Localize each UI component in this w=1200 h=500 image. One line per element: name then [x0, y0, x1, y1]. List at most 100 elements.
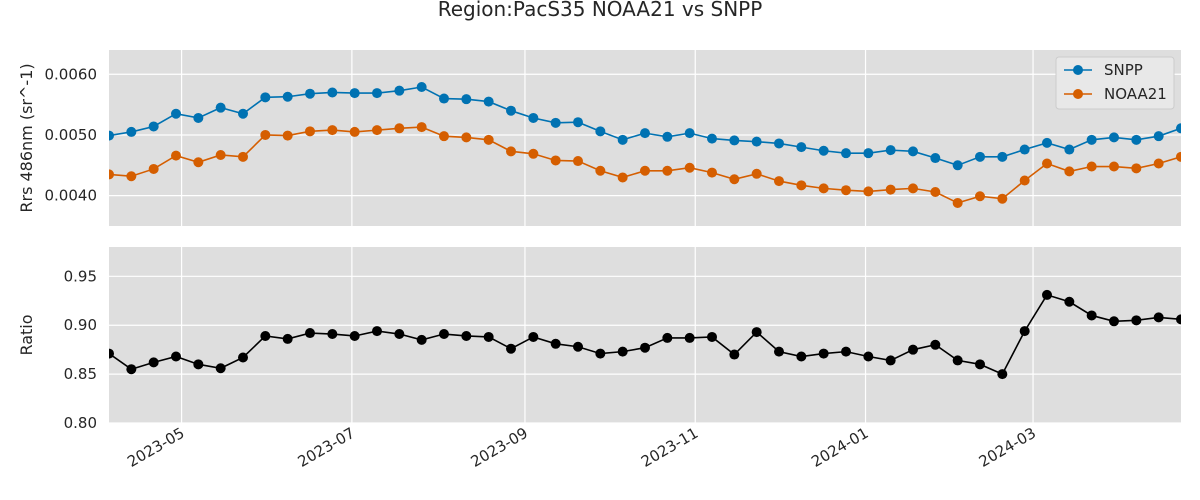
data-point [416, 334, 427, 345]
data-point [885, 184, 896, 195]
data-point [841, 346, 851, 357]
data-point [126, 126, 137, 137]
data-point [1109, 132, 1119, 143]
data-point [148, 163, 159, 174]
data-point [1176, 314, 1181, 325]
data-point [550, 338, 561, 349]
data-point [528, 112, 539, 123]
data-point [1064, 296, 1075, 307]
data-point [595, 348, 606, 359]
data-point [774, 346, 784, 357]
data-point [148, 121, 159, 132]
data-point [662, 165, 673, 176]
data-point [305, 328, 315, 339]
data-point [863, 351, 874, 362]
y-axis-label: Rrs 486nm (sr^-1) [17, 63, 36, 212]
rrs-panel: 0.0040 0.0050 0.0060 Rrs 486nm (sr^-1) SNPP N… [17, 50, 1181, 226]
data-point [640, 342, 650, 353]
data-point [751, 168, 762, 179]
data-point [416, 82, 427, 93]
data-point [908, 344, 918, 355]
data-point [439, 131, 449, 142]
data-point [394, 85, 405, 96]
series-noaa21 [109, 122, 1181, 208]
data-point [684, 128, 695, 139]
legend-label: NOAA21 [1104, 85, 1167, 103]
data-point [109, 169, 114, 180]
data-point [684, 332, 695, 343]
data-point [238, 108, 248, 119]
data-point [885, 145, 896, 156]
x-axis: 2023-05 2023-07 2023-09 2023-11 2024-01 2024-… [124, 424, 1039, 471]
data-point [662, 131, 673, 142]
data-point [394, 123, 405, 134]
chart-title: Region:PacS35 NOAA21 vs SNPP [438, 0, 763, 21]
data-point [1042, 289, 1052, 300]
data-point [327, 87, 338, 98]
data-point [841, 148, 851, 159]
data-point [617, 346, 628, 357]
data-point [439, 329, 449, 340]
data-point [1176, 123, 1181, 134]
y-tick-label: 0.80 [64, 414, 97, 432]
data-point [282, 91, 293, 102]
legend-label: SNPP [1104, 61, 1143, 79]
data-point [461, 132, 472, 143]
data-point [126, 171, 137, 182]
data-point [483, 331, 494, 342]
data-point [863, 148, 874, 159]
ratio-panel: 0.80 0.85 0.90 0.95 Ratio [17, 247, 1181, 432]
data-point [282, 130, 293, 141]
data-point [1153, 312, 1164, 323]
data-point [975, 151, 985, 162]
data-point [997, 151, 1008, 162]
data-point [595, 165, 606, 176]
data-point [483, 96, 494, 107]
x-tick-label: 2024-01 [808, 424, 871, 471]
data-point [751, 136, 762, 147]
data-point [1109, 316, 1119, 327]
series-ratio [109, 289, 1181, 380]
data-point [528, 148, 539, 159]
data-point [506, 105, 516, 116]
data-point [506, 343, 516, 354]
data-point [684, 162, 695, 173]
legend-marker [1073, 89, 1083, 99]
data-point [1131, 134, 1142, 145]
data-point [260, 92, 271, 103]
data-point [1019, 144, 1030, 155]
data-point [617, 172, 628, 183]
data-point [818, 183, 829, 194]
data-point [193, 359, 204, 370]
data-point [952, 355, 963, 366]
data-point [506, 146, 516, 157]
data-point [707, 133, 717, 144]
data-point [148, 357, 159, 368]
data-point [238, 151, 248, 162]
data-point [908, 146, 918, 157]
data-point [394, 329, 405, 340]
data-point [305, 126, 315, 137]
data-point [439, 93, 449, 104]
gridlines [109, 247, 1181, 424]
legend-marker [1073, 65, 1083, 75]
data-point [109, 130, 114, 141]
data-point [796, 142, 807, 153]
data-point [483, 134, 494, 145]
y-tick-label: 0.85 [64, 365, 97, 383]
data-point [260, 330, 271, 341]
data-point [372, 125, 382, 136]
y-axis-label: Ratio [17, 314, 36, 355]
data-point [550, 155, 561, 166]
data-point [1064, 144, 1075, 155]
data-point [1019, 175, 1030, 186]
y-tick-label: 0.0040 [45, 187, 98, 205]
data-point [930, 339, 941, 350]
legend: SNPP NOAA21 [1055, 56, 1175, 110]
data-point [573, 341, 583, 352]
data-point [952, 197, 963, 208]
data-point [796, 351, 807, 362]
x-tick-label: 2023-09 [468, 424, 531, 471]
data-point [215, 102, 226, 113]
x-tick-label: 2023-05 [124, 424, 187, 471]
